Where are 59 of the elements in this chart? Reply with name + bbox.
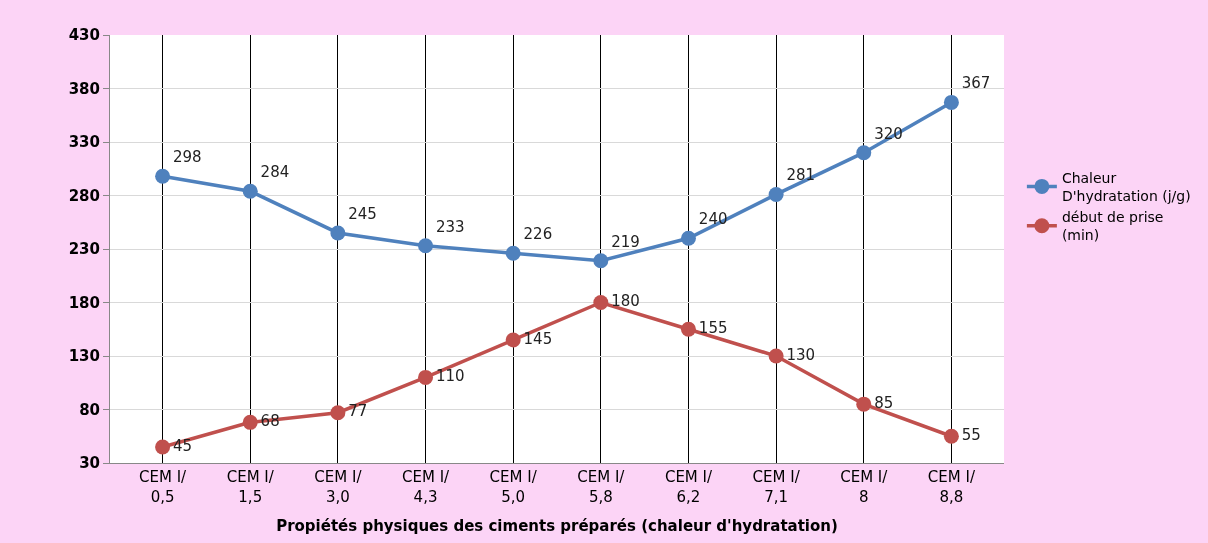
point (680, 321, 696, 337)
point (330, 405, 346, 421)
y-tick-label: 380 (68, 79, 100, 98)
point (680, 230, 696, 246)
point (242, 414, 258, 430)
x-tick-label: CEM I/ 5,8 (577, 468, 626, 506)
x-axis-title: Propiétés physiques des ciments préparés (chaleur d'hydratation) (276, 516, 838, 535)
point (418, 369, 434, 385)
point (856, 396, 872, 412)
data-label: 367 (961, 74, 991, 93)
x-tick-label: CEM I/ 8,8 (927, 468, 976, 506)
y-tick-label: 180 (68, 293, 100, 312)
point (943, 428, 959, 444)
x-tick-label: CEM I/ 6,2 (664, 468, 713, 506)
data-label: 284 (260, 163, 290, 182)
data-label: 180 (611, 292, 640, 311)
point (505, 245, 521, 261)
data-label: 226 (523, 225, 553, 244)
y-tick-label: 30 (79, 454, 100, 473)
data-label: 55 (961, 426, 981, 444)
data-label: 130 (786, 345, 816, 364)
data-label: 298 (172, 148, 202, 167)
x-tick-label: CEM I/ 7,1 (752, 468, 801, 506)
x-tick-label: CEM I/ 3,0 (314, 468, 363, 506)
data-label: 77 (348, 402, 368, 421)
x-tick-label: CEM I/ 1,5 (226, 468, 275, 506)
point (505, 332, 521, 348)
y-tick-label: 330 (68, 133, 100, 152)
x-tick-label: CEM I/ 4,3 (401, 468, 451, 506)
data-label: 145 (523, 329, 553, 348)
point (593, 253, 609, 269)
point (856, 145, 872, 161)
y-tick-label: 430 (68, 26, 100, 45)
point (418, 238, 434, 254)
data-label: 233 (435, 217, 465, 236)
data-label: 155 (698, 319, 728, 337)
y-tick-label: 280 (68, 186, 100, 205)
data-label: 245 (348, 204, 377, 223)
point (768, 348, 784, 364)
y-tick-label: 80 (79, 400, 100, 419)
data-label: 110 (435, 367, 465, 386)
x-tick-label: CEM I/ 5,0 (489, 468, 538, 506)
legend-label: début de prise (min) (1061, 209, 1164, 244)
point (943, 94, 959, 110)
point (155, 439, 171, 455)
x-tick-label: CEM I/ 0,5 (139, 468, 188, 506)
point (242, 183, 258, 199)
y-tick-label: 230 (68, 240, 100, 259)
data-label: 85 (874, 393, 894, 412)
point (155, 168, 171, 184)
data-label: 219 (611, 232, 640, 251)
point (768, 186, 784, 202)
legend-label: Chaleur D'hydratation (j/g) (1061, 169, 1191, 204)
point (593, 295, 609, 310)
data-label: 281 (786, 166, 816, 185)
x-tick-label: CEM I/ 8 (840, 468, 889, 506)
point (330, 225, 346, 241)
y-tick-label: 130 (68, 347, 100, 366)
data-label: 240 (698, 210, 728, 229)
